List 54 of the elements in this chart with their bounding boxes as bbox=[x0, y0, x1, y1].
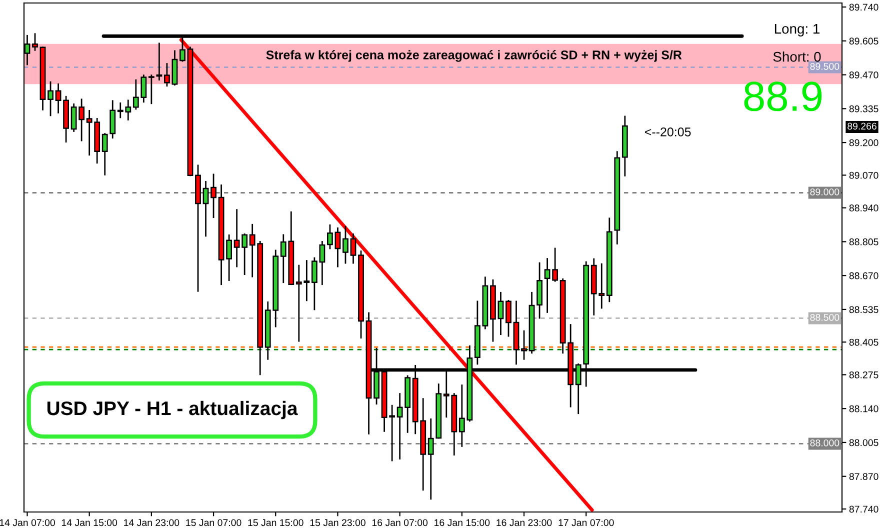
candlestick bbox=[164, 63, 170, 87]
x-tick-label: 16 Jan 07:00 bbox=[372, 519, 428, 526]
annotation: 88.9 bbox=[744, 82, 822, 112]
y-tick-label: 88.670 bbox=[849, 272, 878, 280]
candlestick bbox=[110, 100, 116, 138]
y-tick-label: 88.535 bbox=[849, 306, 878, 314]
y-tick-label: 88.140 bbox=[849, 405, 878, 412]
candlestick bbox=[32, 33, 38, 51]
x-tick-label: 16 Jan 15:00 bbox=[434, 519, 490, 526]
ref-line-label: 88.500 bbox=[810, 314, 840, 321]
candlestick bbox=[506, 300, 512, 337]
ref-line-label: 88.000 bbox=[810, 439, 840, 446]
y-tick-label: 88.940 bbox=[849, 204, 878, 212]
x-tick-label: 17 Jan 07:00 bbox=[558, 519, 614, 526]
candlestick bbox=[389, 404, 396, 462]
ref-line-label: 89.000 bbox=[810, 188, 840, 196]
candlestick bbox=[342, 226, 348, 264]
candlestick bbox=[498, 292, 504, 335]
y-tick-label: 89.740 bbox=[849, 4, 878, 11]
annotation: Long: 1 bbox=[774, 24, 820, 36]
x-tick-label: 14 Jan 15:00 bbox=[62, 519, 118, 526]
y-tick-label: 88.005 bbox=[849, 439, 878, 446]
y-tick-label: 88.275 bbox=[849, 371, 878, 378]
candlestick bbox=[226, 234, 232, 282]
candlestick bbox=[350, 233, 356, 264]
y-tick-label: 89.200 bbox=[849, 139, 878, 146]
y-tick-label: 87.870 bbox=[849, 473, 878, 480]
y-tick-label: 89.335 bbox=[849, 105, 878, 112]
y-tick-label: 89.605 bbox=[849, 38, 878, 45]
x-tick-label: 14 Jan 23:00 bbox=[124, 519, 180, 526]
x-tick-label: 16 Jan 23:00 bbox=[496, 519, 552, 526]
annotation: <--20:05 bbox=[644, 128, 691, 136]
text: USD JPY - H1 - aktualizacja bbox=[47, 400, 298, 420]
x-tick-label: 15 Jan 23:00 bbox=[310, 519, 366, 526]
candlestick bbox=[521, 330, 527, 360]
ref-line-label: 89.500 bbox=[810, 62, 840, 70]
x-tick-label: 15 Jan 07:00 bbox=[186, 519, 242, 526]
candlestick bbox=[202, 181, 209, 237]
candlestick bbox=[327, 224, 333, 250]
candlestick bbox=[48, 81, 54, 116]
y-tick-label: 87.740 bbox=[849, 506, 878, 513]
y-tick-label: 89.470 bbox=[849, 72, 878, 78]
band-label: Strefa w której cena może zareagować i zawrócić SD + RN + wyżej S/R bbox=[266, 50, 682, 62]
candlestick bbox=[334, 227, 341, 268]
candlestick bbox=[210, 174, 216, 218]
candlestick bbox=[55, 83, 62, 114]
y-tick-label: 88.405 bbox=[849, 338, 878, 346]
annotation: Short: 0 bbox=[773, 52, 821, 62]
x-tick-label: 14 Jan 07:00 bbox=[0, 519, 55, 526]
y-tick-label: 89.070 bbox=[849, 172, 878, 179]
y-tick-label: 88.805 bbox=[849, 238, 878, 246]
x-tick-label: 15 Jan 15:00 bbox=[248, 519, 304, 526]
candlestick bbox=[102, 133, 108, 176]
text: 89.266 bbox=[848, 122, 876, 130]
